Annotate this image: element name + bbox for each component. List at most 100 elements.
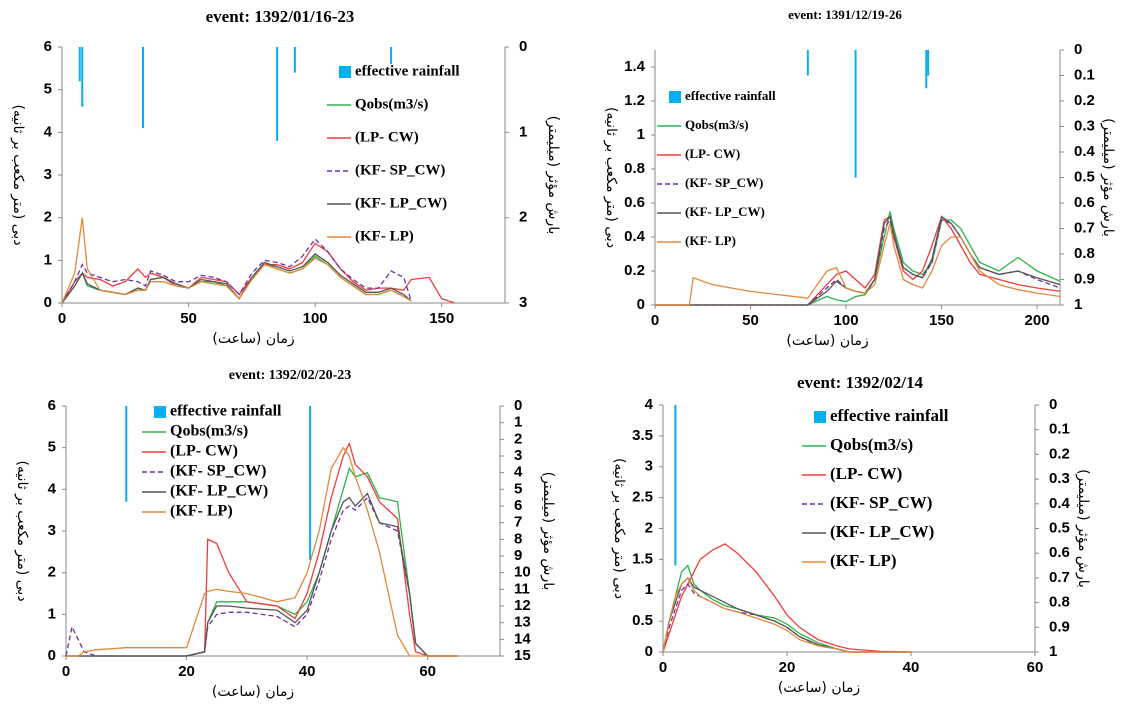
y-tick-label: 2 [44,209,52,226]
y2-tick-label: 2 [514,430,522,447]
y-axis-label: دبی (متر مکعب بر ثانیه) [611,458,627,599]
y2-tick-label: 10 [514,564,531,581]
y-axis-label: دبی (متر مکعب بر ثانیه) [10,104,26,245]
chart-title: event: 1392/02/14 [797,373,924,392]
series-line [662,583,911,653]
y-tick-label: 4 [44,123,53,140]
legend-label: (KF- SP_CW) [170,463,266,480]
y-tick-label: 6 [48,397,56,414]
legend-swatch [669,91,681,103]
y-tick-label: 0.6 [624,194,645,211]
y2-tick-label: 15 [514,647,531,664]
x-tick-label: 50 [742,312,759,329]
legend-label: (KF- SP_CW) [830,493,932,512]
y-tick-label: 5 [48,439,56,456]
rainfall-bar [927,50,930,76]
y2-tick-label: 0.5 [1049,519,1070,536]
rainfall-bar [925,50,928,89]
y-tick-label: 3 [645,458,653,475]
legend-swatch [814,411,826,423]
y-tick-label: 0.8 [624,160,645,177]
y-tick-label: 3.5 [632,427,653,444]
chart-panel: event: 1392/01/16-23 0 1 2 3 4 5 6 0 1 2 3 0 50 100 150… [10,7,561,347]
x-tick-label: 20 [178,663,195,680]
x-tick-label: 200 [1025,312,1050,329]
legend-label: effective rainfall [170,403,282,420]
series-line [662,576,911,653]
y2-tick-label: 0.4 [1074,143,1096,160]
y2-tick-label: 0.9 [1049,618,1070,635]
y2-axis-label: بارش مؤثر (میلیمتر) [545,116,561,235]
legend-label: effective rainfall [685,88,776,103]
x-tick-label: 50 [180,310,197,327]
y2-tick-label: 0.7 [1049,569,1070,586]
x-axis-label: زمان (ساعت) [212,684,294,700]
y2-axis-label: بارش مؤثر (میلیمتر) [540,472,556,591]
y2-tick-label: 4 [514,464,523,481]
rainfall-bar [309,406,312,561]
rainfall-bar [142,47,145,129]
y2-tick-label: 0.5 [1074,168,1095,185]
x-tick-label: 0 [651,312,659,329]
y2-tick-label: 0.8 [1074,245,1095,262]
y-tick-label: 0 [48,647,56,664]
y-axis-label: دبی (متر مکعب بر ثانیه) [603,107,619,248]
y2-tick-label: 2 [519,209,527,226]
y2-axis-label: بارش مؤثر (میلیمتر) [1075,469,1091,588]
y2-tick-label: 8 [514,530,522,547]
x-tick-label: 150 [429,310,454,327]
rainfall-bar [854,50,857,178]
rainfall-bar [276,47,279,141]
series-line [66,446,458,657]
y-tick-label: 2 [48,564,56,581]
y2-tick-label: 0.7 [1074,219,1095,236]
series-line [655,223,1061,306]
x-axis-label: زمان (ساعت) [778,680,860,696]
y2-tick-label: 0.8 [1049,594,1070,611]
x-tick-label: 0 [62,663,70,680]
legend-label: (KF- LP_CW) [685,204,765,219]
legend-swatch [154,406,166,418]
y-tick-label: 0 [637,296,645,313]
y2-tick-label: 0.2 [1049,445,1070,462]
x-tick-label: 150 [929,312,954,329]
x-tick-label: 60 [419,663,436,680]
y2-tick-label: 1 [514,414,522,431]
legend-label: (KF- LP) [170,503,233,520]
series-line [61,242,455,304]
x-tick-label: 60 [1027,659,1044,676]
y2-tick-label: 9 [514,547,522,564]
x-axis-label: زمان (ساعت) [212,331,294,347]
y2-tick-label: 3 [519,294,527,311]
chart-panel: event: 1391/12/19-26 0 0.2 0.4 0.6 0.8 1 1.2 1.4… [603,7,1116,349]
y2-tick-label: 0 [1049,396,1057,413]
y2-tick-label: 0.3 [1049,470,1070,487]
y-tick-label: 1.4 [624,58,646,75]
legend-label: Qobs(m3/s) [355,96,428,112]
y2-tick-label: 0.1 [1074,66,1095,83]
y-tick-label: 1 [48,605,56,622]
y-tick-label: 4 [48,480,57,497]
legend-label: (KF- LP_CW) [170,483,268,500]
y2-tick-label: 0 [519,38,527,55]
y2-tick-label: 7 [514,514,522,531]
y-tick-label: 0.2 [624,262,645,279]
y2-tick-label: 0.3 [1074,117,1095,134]
y2-axis-label: بارش مؤثر (میلیمتر) [1100,118,1116,237]
y-tick-label: 0.4 [624,228,646,245]
legend-label: (LP- CW) [830,464,902,483]
y-axis-label: دبی (متر مکعب بر ثانیه) [14,460,30,601]
y2-tick-label: 1 [1049,643,1057,660]
y2-tick-label: 3 [514,447,522,464]
legend-label: (KF- LP) [685,233,736,248]
x-axis-label: زمان (ساعت) [786,333,868,349]
y-tick-label: 0 [645,643,653,660]
rainfall-bar [674,405,677,566]
rainfall-bar [81,47,84,107]
y-tick-label: 1 [645,581,653,598]
y2-tick-label: 14 [514,630,531,647]
series-line [662,564,911,653]
